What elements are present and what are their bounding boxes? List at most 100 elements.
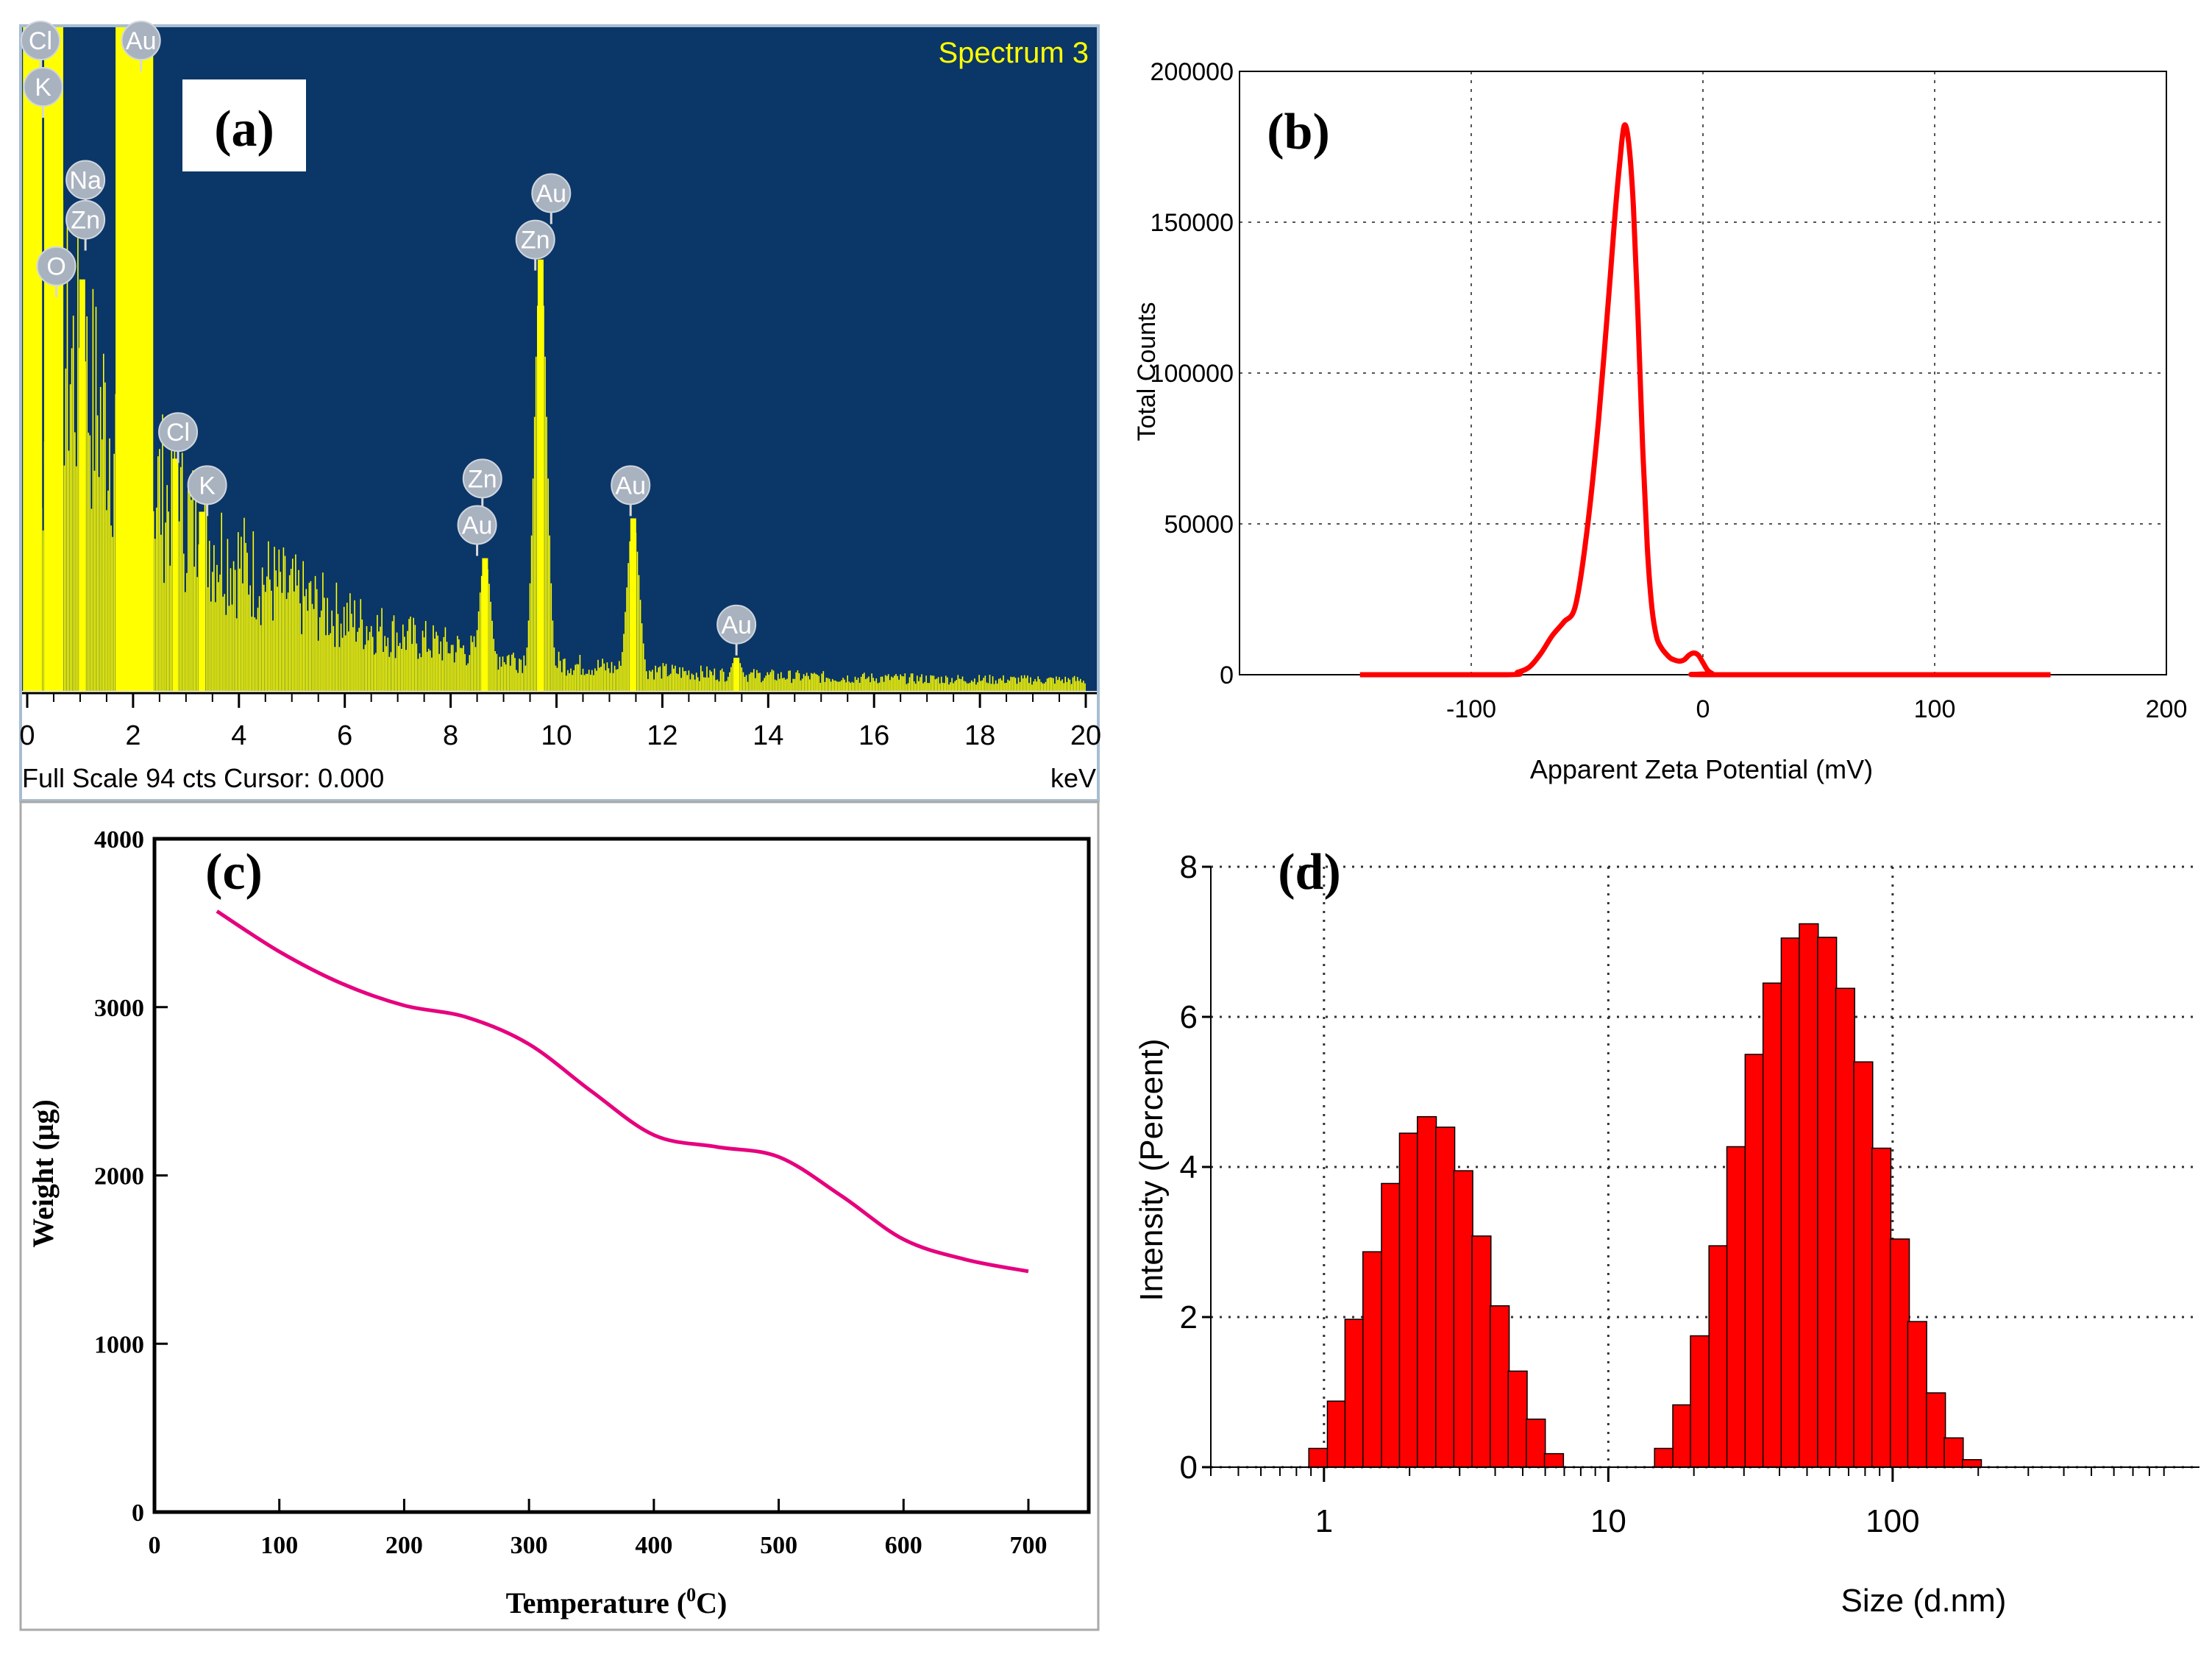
panel-d-size-distribution: 0 2 4 6 8 1 10 100 (d) Size (d.nm) Intensity (… bbox=[1117, 806, 2207, 1630]
panel-d-histogram-bars bbox=[1308, 923, 1982, 1468]
histogram-bar bbox=[1943, 1437, 1964, 1468]
histogram-bar bbox=[1926, 1392, 1946, 1468]
x-tick-label: 200 bbox=[2146, 695, 2188, 723]
y-tick-label: 4000 bbox=[94, 826, 144, 854]
y-tick-label: 2000 bbox=[94, 1163, 144, 1191]
element-marker-bubble bbox=[158, 412, 199, 453]
element-marker: K bbox=[187, 465, 227, 517]
y-tick-label: 8 bbox=[1180, 849, 1198, 885]
x-tick-label: 12 bbox=[647, 720, 678, 751]
panel-d-label: (d) bbox=[1278, 844, 1341, 901]
x-tick-label: 18 bbox=[964, 720, 995, 751]
spectrum-peak bbox=[43, 27, 63, 691]
element-marker-label: Cl bbox=[166, 419, 190, 447]
spectrum-peak bbox=[733, 657, 740, 691]
x-tick-label: 10 bbox=[541, 720, 572, 751]
x-tick-label: 100 bbox=[1914, 695, 1956, 723]
x-tick-label: -100 bbox=[1446, 695, 1496, 723]
y-tick-label: 200000 bbox=[1151, 58, 1234, 86]
histogram-bar bbox=[1654, 1447, 1674, 1468]
x-tick-label: 0 bbox=[19, 720, 35, 751]
y-tick-label: 6 bbox=[1180, 999, 1198, 1035]
histogram-bar bbox=[1362, 1251, 1383, 1468]
histogram-bar bbox=[1835, 987, 1856, 1468]
x-tick-label: 500 bbox=[760, 1532, 797, 1559]
element-marker-label: Zn bbox=[71, 207, 100, 235]
panel-b-y-axis-label: Total Counts bbox=[1133, 302, 1161, 441]
x-tick-label: 6 bbox=[337, 720, 352, 751]
x-tick-label: 16 bbox=[858, 720, 889, 751]
histogram-bar bbox=[1961, 1459, 1982, 1468]
y-tick-label: 3000 bbox=[94, 995, 144, 1022]
histogram-bar bbox=[1543, 1452, 1565, 1468]
element-marker-label: Au bbox=[615, 472, 646, 500]
histogram-bar bbox=[1326, 1400, 1347, 1468]
element-marker-label: Au bbox=[536, 180, 567, 208]
element-marker-bubble bbox=[65, 199, 106, 240]
panel-c-x-axis-label: Temperature (0C) bbox=[506, 1584, 728, 1619]
panel-b-label: (b) bbox=[1267, 104, 1330, 160]
panel-c-frame bbox=[19, 801, 1100, 1631]
histogram-bar bbox=[1871, 1147, 1892, 1468]
y-tick-label: 100000 bbox=[1151, 360, 1234, 388]
element-marker-bubble bbox=[65, 160, 106, 200]
element-marker-label: Au bbox=[462, 512, 493, 540]
panel-a-spectrum-title: Spectrum 3 bbox=[938, 37, 1089, 69]
element-marker-label: Au bbox=[126, 27, 157, 55]
x-tick-label: 20 bbox=[1070, 720, 1101, 751]
panel-a-x-ticks: 0 2 4 6 8 10 12 14 16 18 20 bbox=[19, 693, 1101, 751]
spectrum-peak bbox=[115, 27, 135, 691]
y-tick-label: 0 bbox=[132, 1500, 144, 1527]
histogram-bar bbox=[1344, 1319, 1365, 1468]
histogram-bar bbox=[1672, 1404, 1693, 1468]
spectrum-peak bbox=[482, 558, 488, 691]
element-marker-bubble bbox=[23, 67, 63, 107]
element-marker-bubble bbox=[611, 465, 651, 505]
histogram-bar bbox=[1507, 1370, 1528, 1468]
histogram-bar bbox=[1780, 937, 1801, 1468]
y-tick-label: 1000 bbox=[94, 1331, 144, 1358]
histogram-bar bbox=[1907, 1321, 1927, 1468]
y-tick-label: 50000 bbox=[1164, 511, 1234, 539]
histogram-bar bbox=[1762, 982, 1783, 1468]
histogram-bar bbox=[1490, 1305, 1510, 1468]
histogram-bar bbox=[1799, 923, 1819, 1468]
element-marker-bubble bbox=[121, 21, 161, 61]
histogram-bar bbox=[1526, 1418, 1546, 1468]
element-marker-label: Au bbox=[721, 611, 752, 639]
x-tick-label: 200 bbox=[385, 1532, 423, 1559]
histogram-bar bbox=[1381, 1182, 1401, 1468]
element-marker-label: Zn bbox=[468, 465, 497, 493]
panel-b-x-ticks: -100 0 100 200 bbox=[1446, 695, 2187, 723]
panel-d-y-axis-label: Intensity (Percent) bbox=[1134, 1038, 1170, 1301]
element-marker: Au bbox=[457, 505, 497, 556]
panel-d-y-ticks: 0 2 4 6 8 bbox=[1180, 849, 1211, 1486]
element-marker: Cl bbox=[20, 21, 60, 72]
y-tick-label: 150000 bbox=[1151, 209, 1234, 237]
spectrum-peak bbox=[79, 279, 85, 691]
histogram-bar bbox=[1690, 1335, 1710, 1468]
x-tick-label: 100 bbox=[1866, 1503, 1919, 1539]
element-marker-bubble bbox=[716, 604, 757, 645]
panel-d-x-ticks: 1 10 100 bbox=[1210, 1467, 2165, 1539]
spectrum-peak bbox=[23, 27, 43, 691]
y-tick-label: 2 bbox=[1180, 1299, 1198, 1335]
panel-c-weight-curve bbox=[216, 909, 1029, 1274]
panel-b-y-ticks: 0 50000 100000 150000 200000 bbox=[1151, 58, 1234, 689]
histogram-bar bbox=[1416, 1115, 1437, 1468]
spectrum-peak bbox=[630, 518, 636, 691]
element-marker-bubble bbox=[515, 219, 555, 260]
panel-c-tga: 0 1000 2000 3000 4000 0 100 200 300 400 500 600 700… bbox=[19, 801, 1100, 1631]
element-marker: Au bbox=[531, 173, 572, 224]
spectrum-peak bbox=[537, 259, 544, 691]
x-tick-label: 100 bbox=[260, 1532, 298, 1559]
y-tick-label: 0 bbox=[1220, 661, 1234, 689]
element-marker-label: O bbox=[46, 253, 65, 281]
panel-a-label: (a) bbox=[214, 101, 274, 157]
panel-c-label: (c) bbox=[205, 844, 263, 901]
histogram-bar bbox=[1308, 1447, 1329, 1468]
element-marker: Cl bbox=[158, 412, 199, 464]
x-tick-label: 10 bbox=[1590, 1503, 1626, 1539]
element-marker-label: K bbox=[35, 74, 51, 102]
